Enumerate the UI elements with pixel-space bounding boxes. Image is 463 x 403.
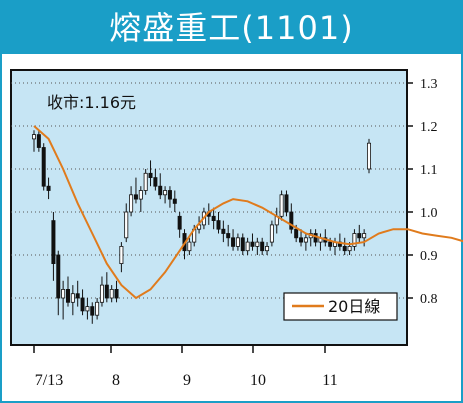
candle-body — [226, 233, 231, 239]
candle-body — [362, 233, 367, 239]
close-price-label: 收市:1.16元 — [47, 93, 136, 112]
candle-body — [172, 198, 177, 204]
candle-body — [265, 245, 270, 252]
y-tick-label: 0.8 — [420, 292, 438, 307]
chart-title: 熔盛重工(1101) — [2, 2, 461, 54]
candle-body — [109, 288, 114, 299]
candle-body — [347, 245, 352, 252]
y-tick-label: 1.3 — [420, 77, 438, 92]
candle-body — [245, 241, 250, 252]
candle-body — [255, 241, 260, 247]
candle-body — [303, 237, 308, 243]
candle-body — [56, 254, 61, 299]
candle-body — [177, 215, 182, 230]
candle-body — [284, 194, 289, 213]
candle-body — [75, 293, 80, 299]
candle-body — [328, 241, 333, 247]
candle-body — [352, 233, 357, 247]
candle-body — [133, 194, 138, 200]
candle-body — [289, 211, 294, 230]
plot-border — [10, 69, 408, 346]
candle-body — [41, 147, 46, 187]
candle-body — [299, 237, 304, 243]
y-tick-label: 1.2 — [420, 120, 438, 135]
candle-body — [240, 237, 245, 252]
candle-body — [143, 172, 148, 191]
legend-label: 20日線 — [328, 297, 380, 316]
candle-body — [46, 185, 51, 191]
y-tick-label: 0.9 — [420, 249, 438, 264]
candle-body — [366, 142, 371, 170]
candle-body — [158, 185, 163, 196]
candle-body — [138, 190, 143, 200]
x-tick-label: 8 — [112, 372, 120, 389]
candle-body — [80, 297, 85, 312]
candle-body — [36, 134, 41, 148]
candle-body — [269, 224, 274, 243]
y-tick-label: 1.1 — [420, 163, 438, 178]
candle-body — [129, 194, 134, 213]
candle-body — [85, 306, 90, 312]
candle-body — [235, 237, 240, 247]
candle-body — [32, 134, 37, 140]
candle-body — [216, 220, 221, 230]
candle-body — [65, 288, 70, 303]
candle-body — [70, 293, 75, 303]
candle-body — [119, 245, 124, 264]
candle-body — [163, 190, 168, 196]
candle-body — [61, 288, 66, 299]
candle-body — [250, 241, 255, 247]
candle-body — [187, 241, 192, 252]
x-tick-label: 9 — [183, 372, 191, 389]
candle-body — [313, 233, 318, 243]
candle-body — [95, 301, 100, 316]
candle-body — [124, 211, 129, 239]
x-tick-label: 11 — [322, 372, 337, 389]
candle-body — [51, 220, 56, 265]
candle-body — [357, 233, 362, 239]
x-tick-label: 10 — [250, 372, 266, 389]
candle-body — [114, 288, 119, 299]
y-tick-label: 1.0 — [420, 206, 438, 221]
candle-body — [294, 228, 299, 239]
candle-body — [104, 284, 109, 299]
candle-body — [211, 215, 216, 222]
candle-body — [260, 241, 265, 252]
candle-body — [231, 237, 236, 247]
candle-body — [167, 190, 172, 200]
ma20-line — [33, 125, 463, 300]
x-tick-label: 7/13 — [35, 372, 63, 389]
candle-body — [148, 172, 153, 179]
candle-body — [153, 177, 158, 187]
candle-body — [221, 228, 226, 234]
candle-body — [90, 306, 95, 316]
candle-body — [99, 284, 104, 303]
candle-body — [342, 245, 347, 252]
candle-body — [279, 194, 284, 217]
